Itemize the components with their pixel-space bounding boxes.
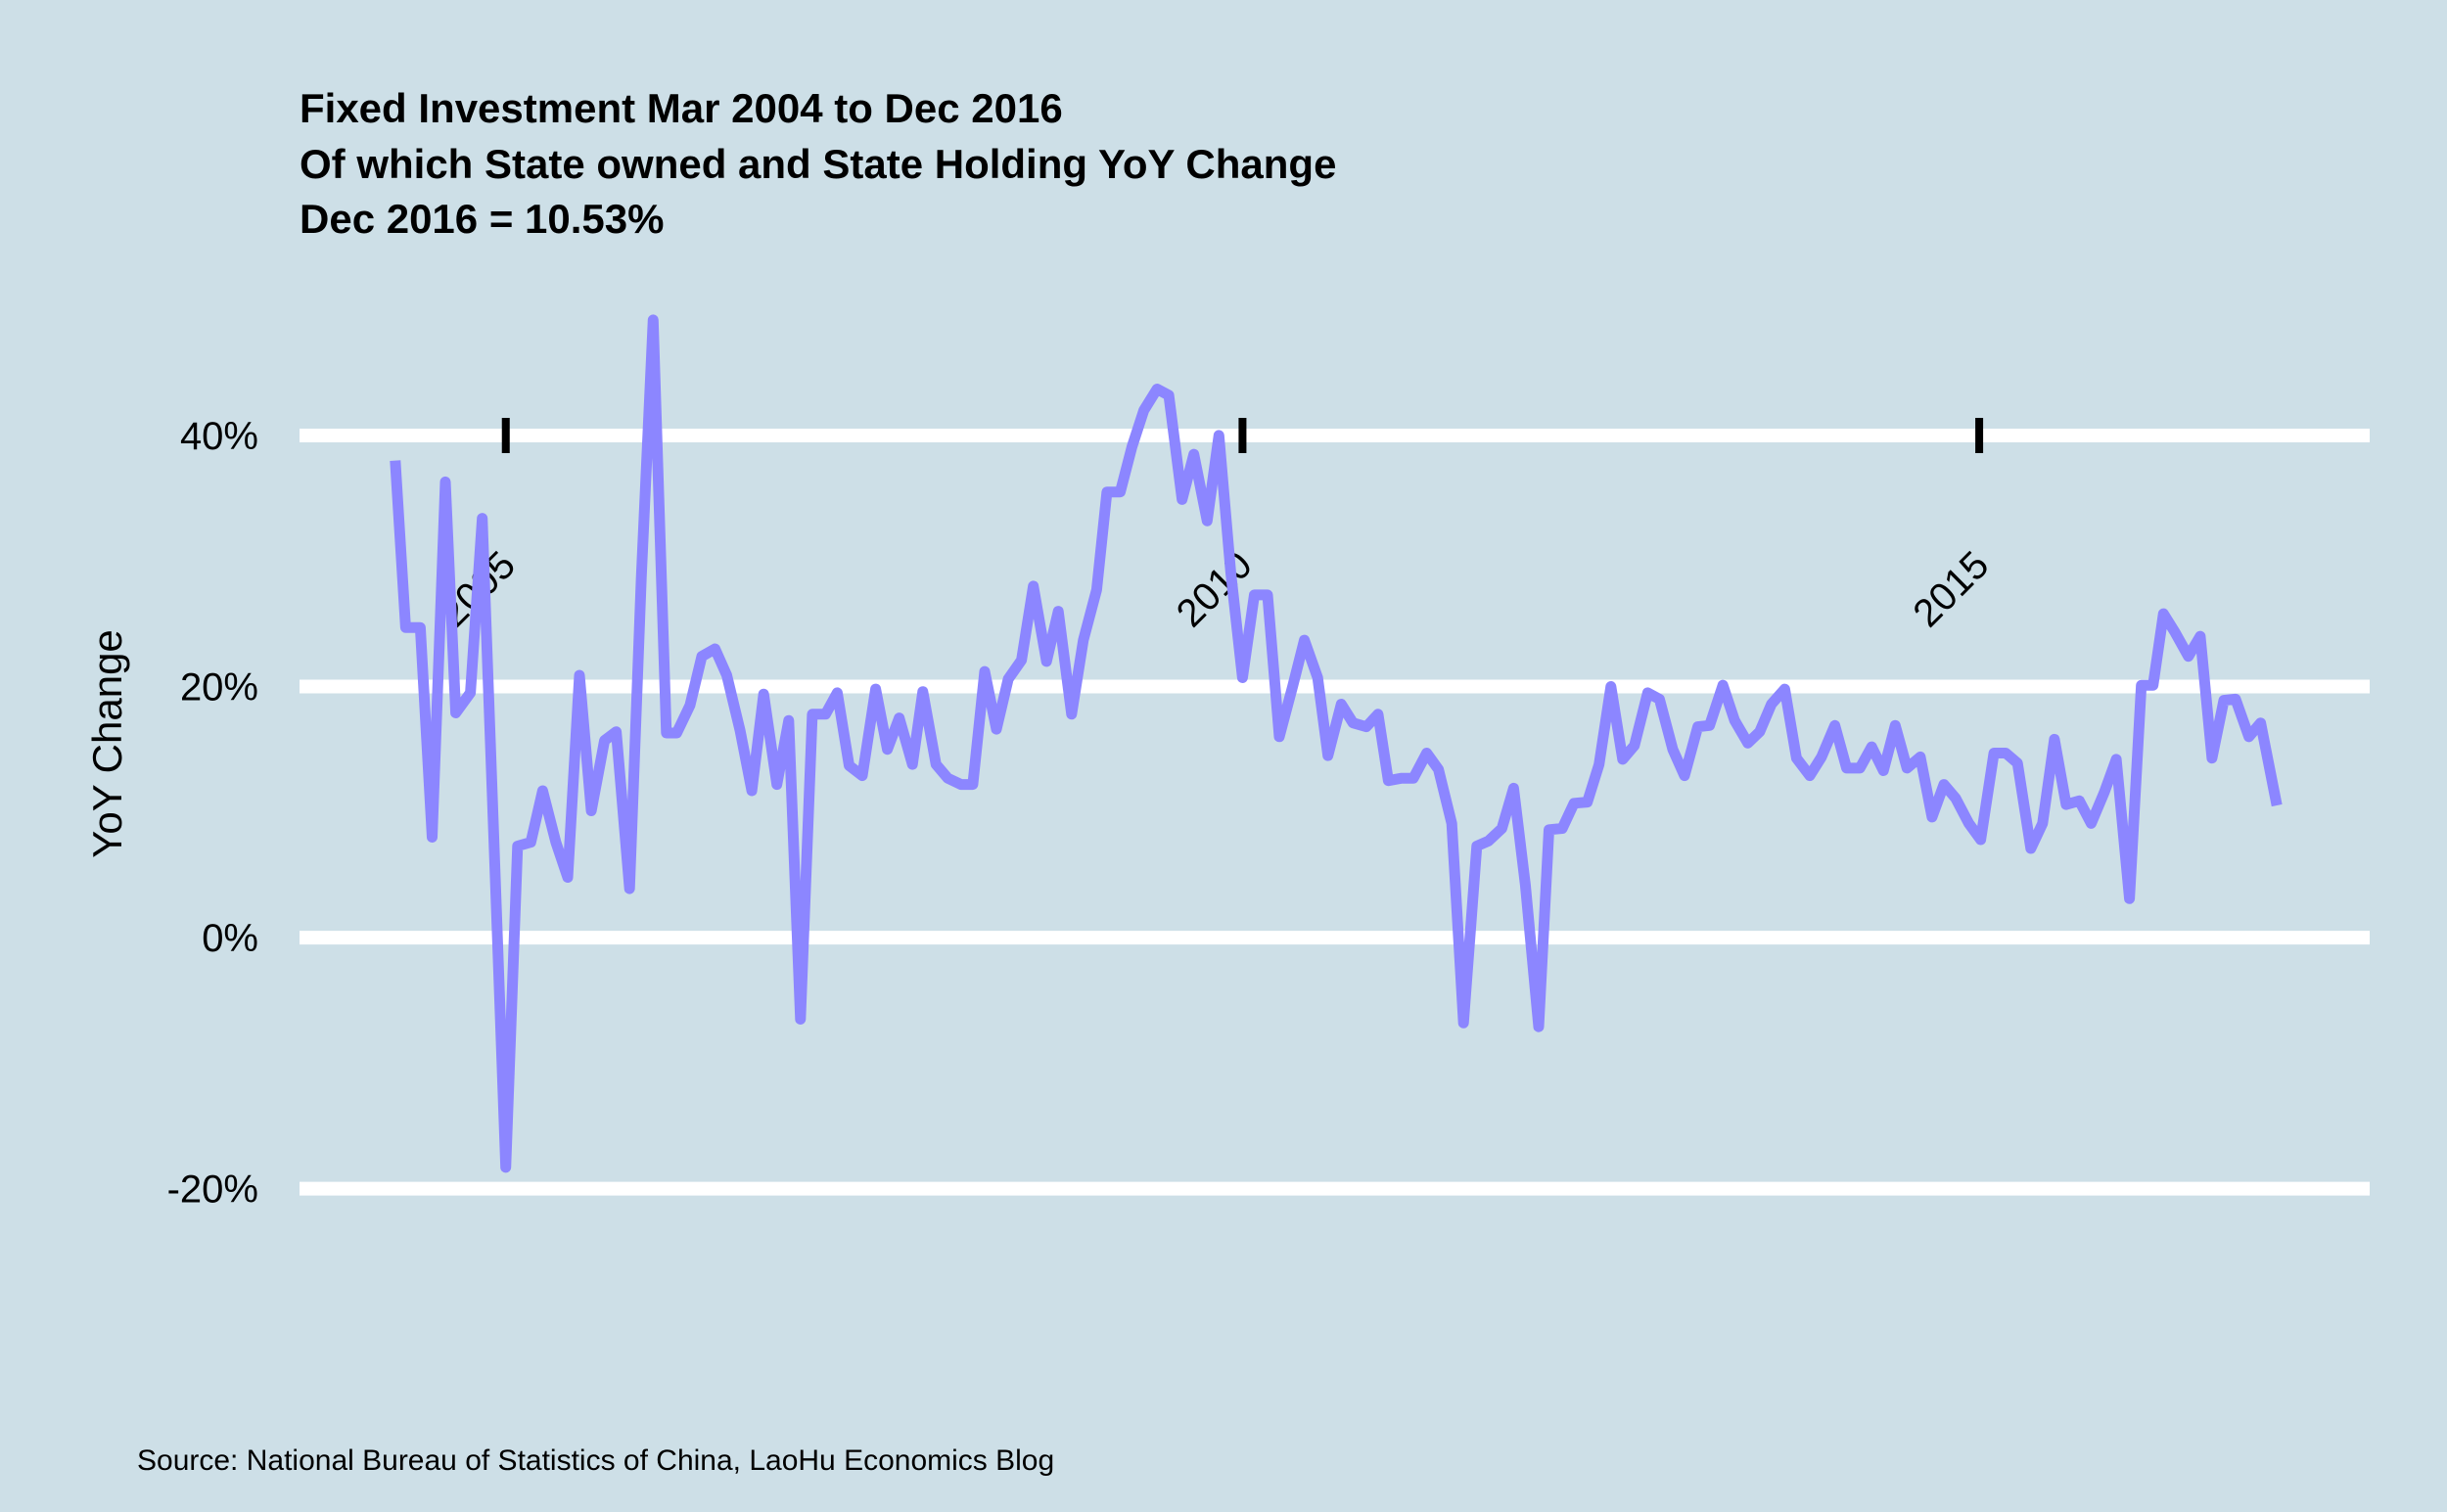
y-tick-label: 0% xyxy=(202,917,258,960)
chart-title: Of which State owned and State Holding Y… xyxy=(300,141,1336,187)
y-tick-label: 20% xyxy=(180,666,258,710)
data-line xyxy=(390,314,2283,1173)
y-tick-label: 40% xyxy=(180,415,258,458)
y-tick-label: -20% xyxy=(167,1168,258,1212)
chart-title: Dec 2016 = 10.53% xyxy=(300,196,664,242)
chart-title: Fixed Investment Mar 2004 to Dec 2016 xyxy=(300,85,1063,131)
y-axis-label: YoY Change xyxy=(84,629,130,858)
source-note: Source: National Bureau of Statistics of… xyxy=(137,1444,1054,1477)
